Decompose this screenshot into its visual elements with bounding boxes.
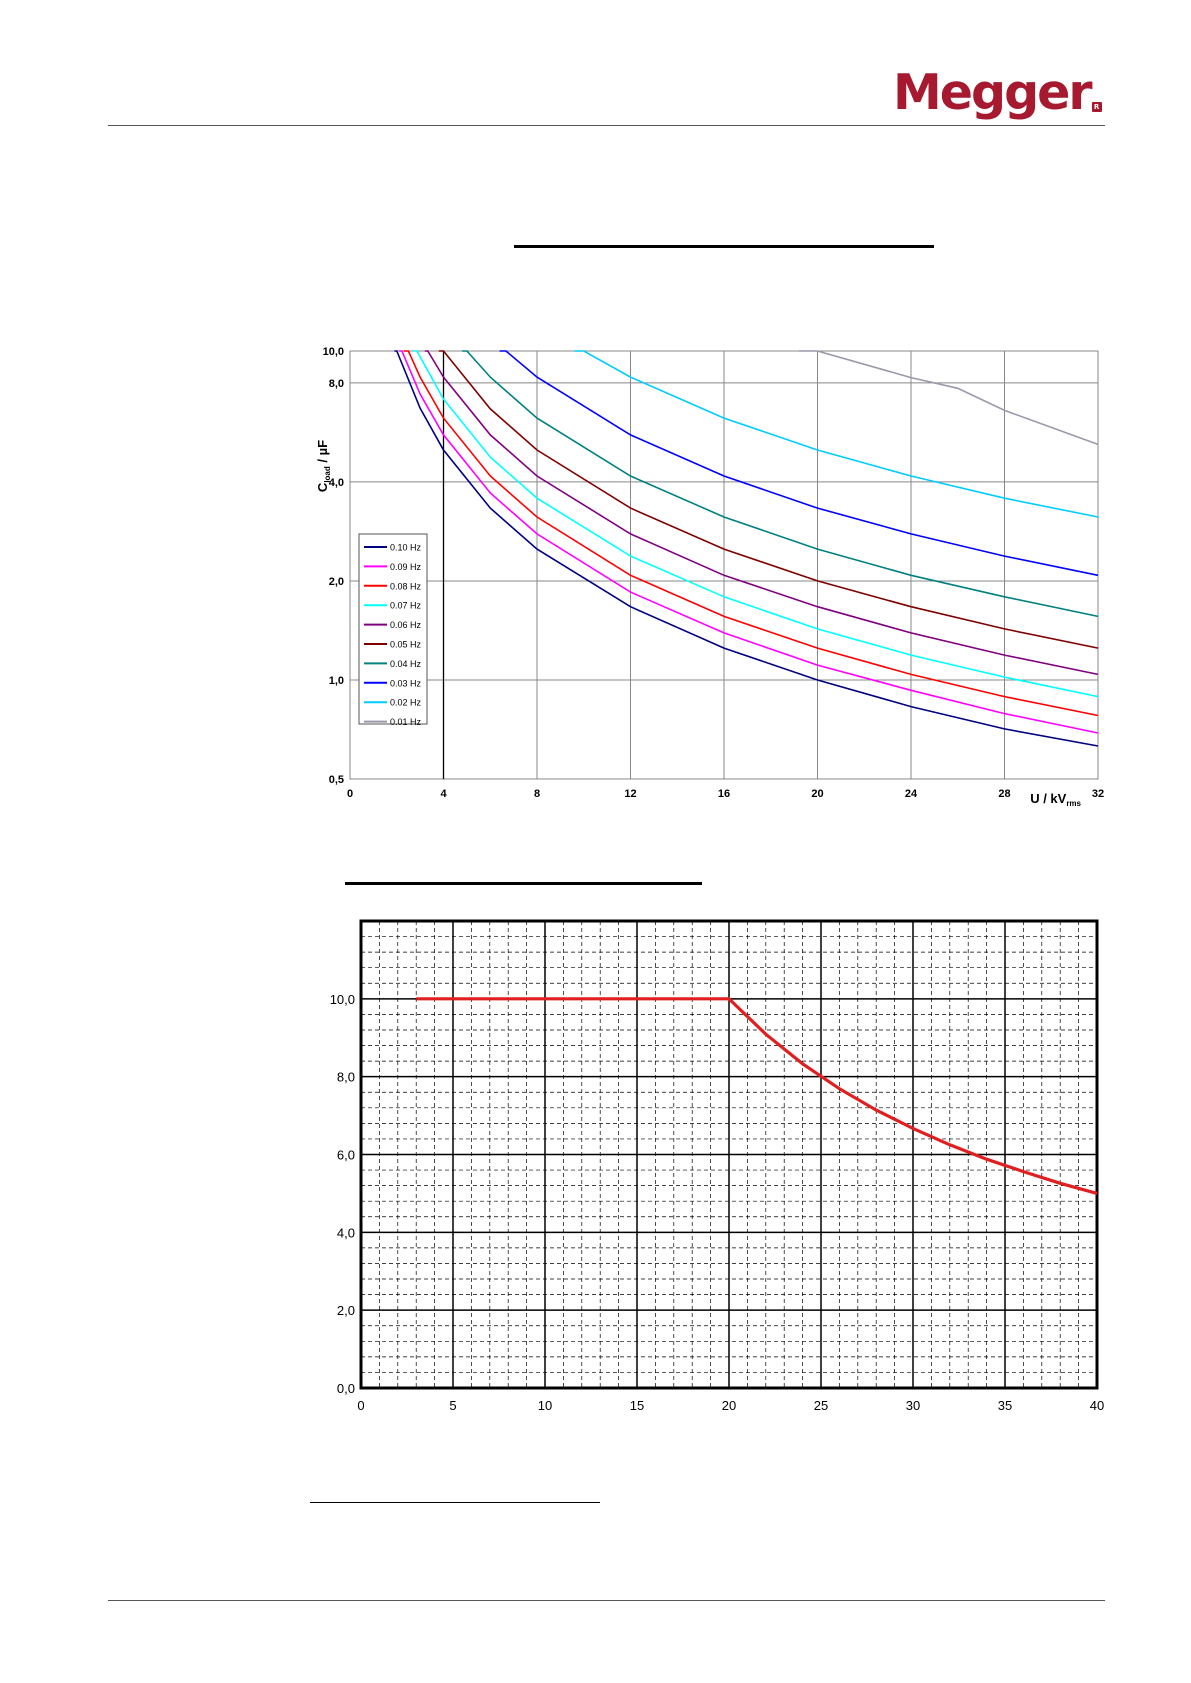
x-tick-label: 8 — [534, 788, 540, 800]
x-tick-label: 4 — [440, 788, 447, 800]
y-tick-label: 2,0 — [337, 1303, 355, 1318]
legend-label: 0.08 Hz — [390, 581, 422, 591]
x-tick-label: 5 — [449, 1398, 456, 1413]
section-rule-2 — [345, 882, 702, 885]
y-tick-label: 10,0 — [323, 346, 344, 358]
legend-label: 0.07 Hz — [390, 601, 422, 611]
series-line — [399, 350, 1099, 734]
legend-label: 0.10 Hz — [390, 543, 422, 553]
series-line — [574, 350, 1099, 518]
x-tick-label: 20 — [811, 788, 823, 800]
legend-label: 0.04 Hz — [390, 659, 422, 669]
x-tick-label: 30 — [906, 1398, 920, 1413]
series-line — [499, 350, 1099, 577]
x-tick-label: 15 — [630, 1398, 644, 1413]
x-tick-label: 25 — [814, 1398, 828, 1413]
y-axis-label: Cload / µF — [315, 440, 332, 492]
series-line — [416, 997, 1098, 1195]
x-tick-label: 40 — [1090, 1398, 1104, 1413]
y-tick-label: 6,0 — [337, 1148, 355, 1163]
series-line — [438, 350, 1099, 649]
legend-label: 0.05 Hz — [390, 640, 422, 650]
legend-label: 0.03 Hz — [390, 678, 422, 688]
y-tick-label: 0,0 — [337, 1381, 355, 1396]
sine-capacitance-chart: 0 5 10 15 20 25 30 35 40 0,0 2,0 4,0 6,0 8,0 10,0 — [330, 919, 1104, 1413]
x-tick-label: 0 — [347, 788, 353, 800]
megger-logo: Megger R — [893, 68, 1105, 118]
brand-name: Megger — [893, 64, 1093, 121]
footnote-separator — [310, 1502, 600, 1503]
x-tick-label: 35 — [998, 1398, 1012, 1413]
series-line — [403, 350, 1099, 717]
section-rule-1 — [514, 245, 934, 248]
x-axis-label: U / kVrms — [1030, 791, 1081, 808]
y-tick-label: 0,5 — [329, 774, 344, 786]
load-capacitance-chart: 0 4 8 12 16 20 24 28 32 0,5 1,0 2,0 4,0 8,0 10,0 0.10 H… — [315, 346, 1104, 808]
x-tick-label: 0 — [357, 1398, 364, 1413]
y-tick-label: 8,0 — [337, 1070, 355, 1085]
legend-label: 0.09 Hz — [390, 562, 422, 572]
x-tick-label: 12 — [624, 788, 636, 800]
y-tick-label: 4,0 — [337, 1225, 355, 1240]
legend: 0.10 Hz 0.09 Hz 0.08 Hz 0.07 Hz 0.06 Hz 0.05 … — [358, 533, 428, 727]
x-tick-label: 28 — [998, 788, 1010, 800]
y-tick-label: 4,0 — [329, 477, 344, 489]
x-tick-label: 20 — [722, 1398, 736, 1413]
header-rule — [108, 125, 1105, 126]
x-tick-label: 16 — [718, 788, 730, 800]
y-tick-label: 1,0 — [329, 675, 344, 687]
legend-label: 0.06 Hz — [390, 620, 422, 630]
series-line — [424, 350, 1099, 676]
footer-rule — [108, 1600, 1105, 1601]
x-tick-label: 10 — [538, 1398, 552, 1413]
series-line — [413, 350, 1099, 698]
x-tick-label: 32 — [1092, 788, 1104, 800]
x-tick-label: 24 — [905, 788, 918, 800]
y-tick-label: 2,0 — [329, 576, 344, 588]
legend-label: 0.01 Hz — [390, 717, 422, 727]
y-tick-label: 10,0 — [330, 992, 355, 1007]
series-line — [798, 350, 1099, 446]
legend-label: 0.02 Hz — [390, 698, 422, 708]
y-tick-label: 8,0 — [329, 378, 344, 390]
plot-frame — [359, 919, 1099, 1390]
series-line — [394, 350, 1099, 747]
series-line — [462, 350, 1099, 618]
registered-mark: R — [1091, 102, 1102, 112]
